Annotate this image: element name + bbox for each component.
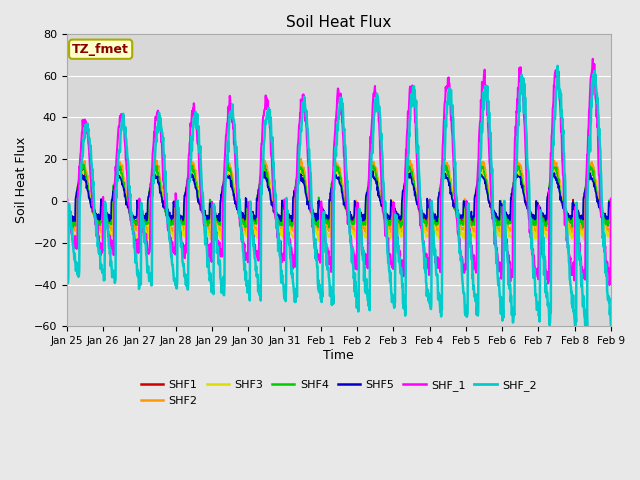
SHF_1: [171, 245, 179, 251]
SHF5: [424, 201, 432, 206]
SHF5: [171, 203, 179, 208]
SHF4: [543, 220, 550, 226]
X-axis label: Time: Time: [323, 349, 354, 362]
SHF1: [607, 202, 615, 207]
SHF2: [171, 200, 179, 205]
SHF_1: [607, 196, 615, 202]
SHF_2: [495, 282, 502, 288]
SHF4: [424, 198, 431, 204]
SHF_2: [607, 324, 615, 329]
SHF1: [245, 208, 253, 214]
SHF3: [153, 163, 161, 168]
SHF_2: [245, 278, 253, 284]
SHF1: [63, 201, 70, 206]
SHF5: [495, 217, 503, 223]
Line: SHF2: SHF2: [67, 158, 611, 234]
Line: SHF_2: SHF_2: [67, 66, 611, 326]
SHF_2: [63, 272, 70, 278]
SHF_1: [184, 176, 191, 181]
SHF_2: [171, 276, 179, 281]
SHF1: [184, 178, 192, 184]
SHF2: [495, 226, 502, 231]
SHF3: [424, 232, 432, 238]
SHF4: [579, 225, 587, 230]
SHF4: [184, 174, 192, 180]
Y-axis label: Soil Heat Flux: Soil Heat Flux: [15, 137, 28, 223]
Line: SHF1: SHF1: [67, 167, 611, 226]
SHF2: [543, 226, 550, 232]
SHF_1: [605, 282, 613, 288]
SHF_1: [589, 56, 596, 61]
SHF3: [607, 204, 615, 210]
SHF1: [604, 223, 612, 229]
SHF5: [288, 218, 296, 224]
SHF5: [607, 206, 615, 212]
SHF2: [298, 156, 305, 161]
SHF2: [184, 177, 191, 182]
SHF2: [579, 231, 587, 237]
SHF4: [63, 204, 70, 210]
SHF_2: [184, 287, 191, 292]
SHF4: [245, 207, 253, 213]
SHF5: [63, 202, 70, 208]
SHF5: [369, 168, 376, 174]
SHF4: [79, 161, 86, 167]
SHF4: [495, 217, 502, 223]
SHF3: [171, 198, 179, 204]
SHF_1: [495, 264, 502, 269]
Line: SHF_1: SHF_1: [67, 59, 611, 285]
SHF3: [63, 205, 70, 211]
SHF4: [607, 207, 615, 213]
SHF3: [184, 181, 192, 187]
SHF_2: [543, 284, 550, 289]
SHF5: [184, 175, 191, 181]
SHF2: [63, 204, 70, 210]
SHF5: [245, 204, 253, 209]
Line: SHF5: SHF5: [67, 171, 611, 221]
SHF_2: [554, 63, 561, 69]
SHF1: [495, 216, 502, 222]
SHF_2: [423, 286, 431, 292]
SHF3: [314, 238, 322, 243]
Text: TZ_fmet: TZ_fmet: [72, 43, 129, 56]
SHF_1: [63, 198, 70, 204]
SHF_2: [581, 324, 589, 329]
Line: SHF3: SHF3: [67, 166, 611, 240]
SHF1: [79, 164, 87, 169]
Legend: SHF1, SHF2, SHF3, SHF4, SHF5, SHF_1, SHF_2: SHF1, SHF2, SHF3, SHF4, SHF5, SHF_1, SHF…: [136, 376, 541, 410]
SHF_1: [423, 264, 431, 270]
Title: Soil Heat Flux: Soil Heat Flux: [286, 15, 392, 30]
SHF_1: [543, 276, 550, 282]
SHF_1: [245, 202, 253, 207]
Line: SHF4: SHF4: [67, 164, 611, 228]
SHF2: [424, 228, 431, 234]
SHF3: [495, 232, 503, 238]
SHF5: [543, 198, 551, 204]
SHF1: [543, 216, 550, 221]
SHF3: [543, 233, 551, 239]
SHF3: [245, 206, 253, 212]
SHF2: [607, 204, 615, 210]
SHF4: [171, 204, 179, 210]
SHF1: [424, 218, 431, 224]
SHF1: [171, 204, 179, 209]
SHF2: [245, 209, 253, 215]
